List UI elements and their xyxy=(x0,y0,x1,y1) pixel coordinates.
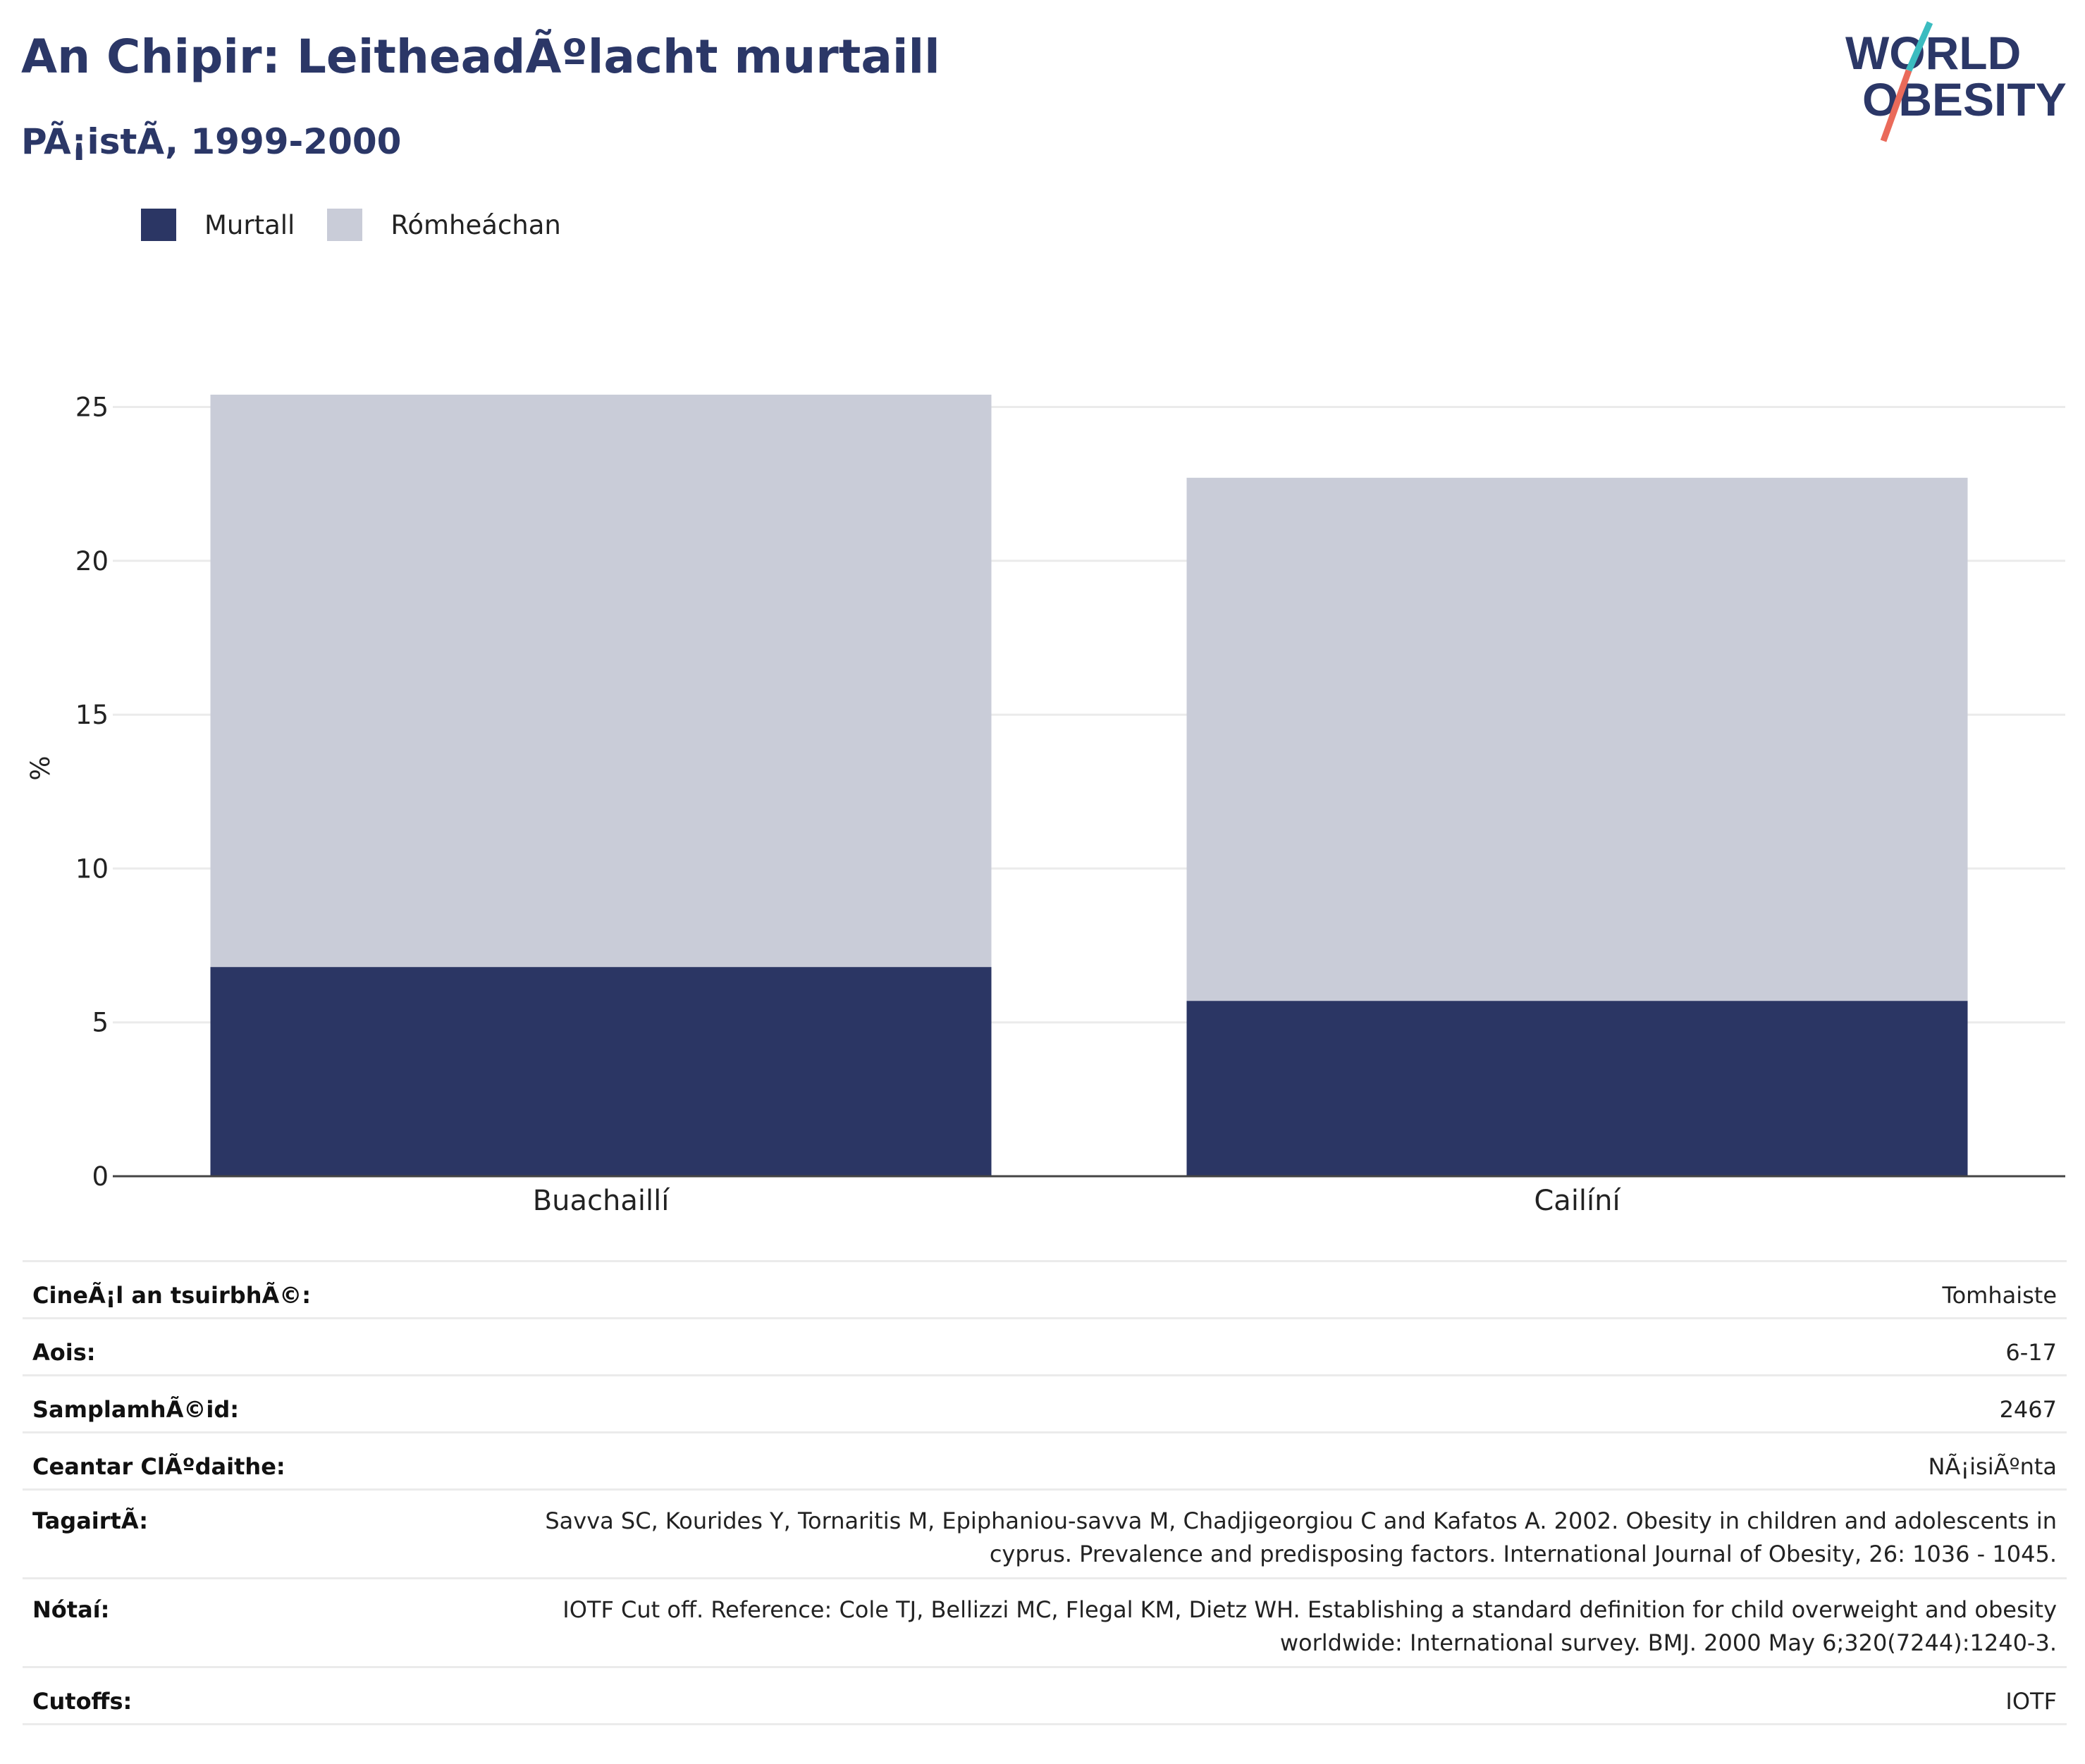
info-value: IOTF Cut off. Reference: Cole TJ, Belliz… xyxy=(516,1577,2067,1667)
info-label: Nótaí: xyxy=(23,1577,516,1667)
logo-text-world: WORLD xyxy=(1845,27,2021,79)
x-tick-labels: Buachaillí Cailíní xyxy=(533,1185,1622,1217)
survey-info-table: CineÃ¡l an tsuirbhÃ©: Tomhaiste Aois: 6-… xyxy=(23,1260,2067,1725)
info-value: 6-17 xyxy=(516,1317,2067,1376)
logo-slash-coral xyxy=(1880,69,1912,142)
legend-swatch-murtall xyxy=(141,209,176,241)
legend-label-murtall: Murtall xyxy=(204,209,295,240)
y-tick-label: 10 xyxy=(75,853,109,884)
info-value: IOTF xyxy=(516,1666,2067,1725)
bar-murtall xyxy=(1186,1001,1968,1176)
legend-item-murtall: Murtall xyxy=(141,209,295,241)
y-tick-label: 15 xyxy=(75,700,109,730)
bars xyxy=(210,395,1968,1176)
y-tick-label: 0 xyxy=(92,1161,109,1192)
bar-romheachan xyxy=(1186,477,1968,1001)
y-tick-label: 5 xyxy=(92,1008,109,1038)
stacked-bar-chart: 0 5 10 15 20 25 Buachaillí Cailíní % xyxy=(25,392,2065,1217)
info-label: Aois: xyxy=(23,1317,516,1376)
page-title: An Chipir: LeitheadÃºlacht murtaill xyxy=(21,30,940,84)
y-tick-label: 25 xyxy=(75,392,109,422)
page-subtitle: PÃ¡istÃ, 1999-2000 xyxy=(21,121,402,162)
info-value: Tomhaiste xyxy=(516,1260,2067,1319)
bar-murtall xyxy=(210,967,992,1176)
legend-swatch-romheachan xyxy=(327,209,363,241)
y-tick-labels: 0 5 10 15 20 25 xyxy=(75,392,109,1192)
info-value: 2467 xyxy=(516,1374,2067,1433)
info-row-age: Aois: 6-17 xyxy=(23,1317,2067,1376)
info-value: Savva SC, Kourides Y, Tornaritis M, Epip… xyxy=(516,1488,2067,1579)
chart-legend: Murtall Rómheáchan xyxy=(141,209,593,241)
bar-romheachan xyxy=(210,395,992,968)
info-row-area-covered: Ceantar ClÃºdaithe: NÃ¡isiÃºnta xyxy=(23,1431,2067,1490)
info-row-notes: Nótaí: IOTF Cut off. Reference: Cole TJ,… xyxy=(23,1577,2067,1667)
y-axis-title: % xyxy=(25,755,56,780)
info-label: Ceantar ClÃºdaithe: xyxy=(23,1431,516,1490)
info-label: CineÃ¡l an tsuirbhÃ©: xyxy=(23,1260,516,1319)
info-label: Cutoffs: xyxy=(23,1666,516,1725)
legend-label-romheachan: Rómheáchan xyxy=(390,209,561,240)
info-row-survey-type: CineÃ¡l an tsuirbhÃ©: Tomhaiste xyxy=(23,1260,2067,1319)
x-tick-label: Buachaillí xyxy=(533,1185,671,1217)
x-tick-label: Cailíní xyxy=(1534,1185,1621,1217)
world-obesity-logo: WORLD OBESITY xyxy=(1845,21,2067,142)
legend-item-romheachan: Rómheáchan xyxy=(327,209,561,241)
info-row-reference: TagairtÃ: Savva SC, Kourides Y, Tornarit… xyxy=(23,1488,2067,1579)
info-row-cutoffs: Cutoffs: IOTF xyxy=(23,1666,2067,1725)
info-value: NÃ¡isiÃºnta xyxy=(516,1431,2067,1490)
info-row-sample-size: SamplamhÃ©id: 2467 xyxy=(23,1374,2067,1433)
info-label: SamplamhÃ©id: xyxy=(23,1374,516,1433)
y-tick-label: 20 xyxy=(75,546,109,576)
info-label: TagairtÃ: xyxy=(23,1488,516,1579)
logo-slash-teal xyxy=(1905,21,1933,72)
